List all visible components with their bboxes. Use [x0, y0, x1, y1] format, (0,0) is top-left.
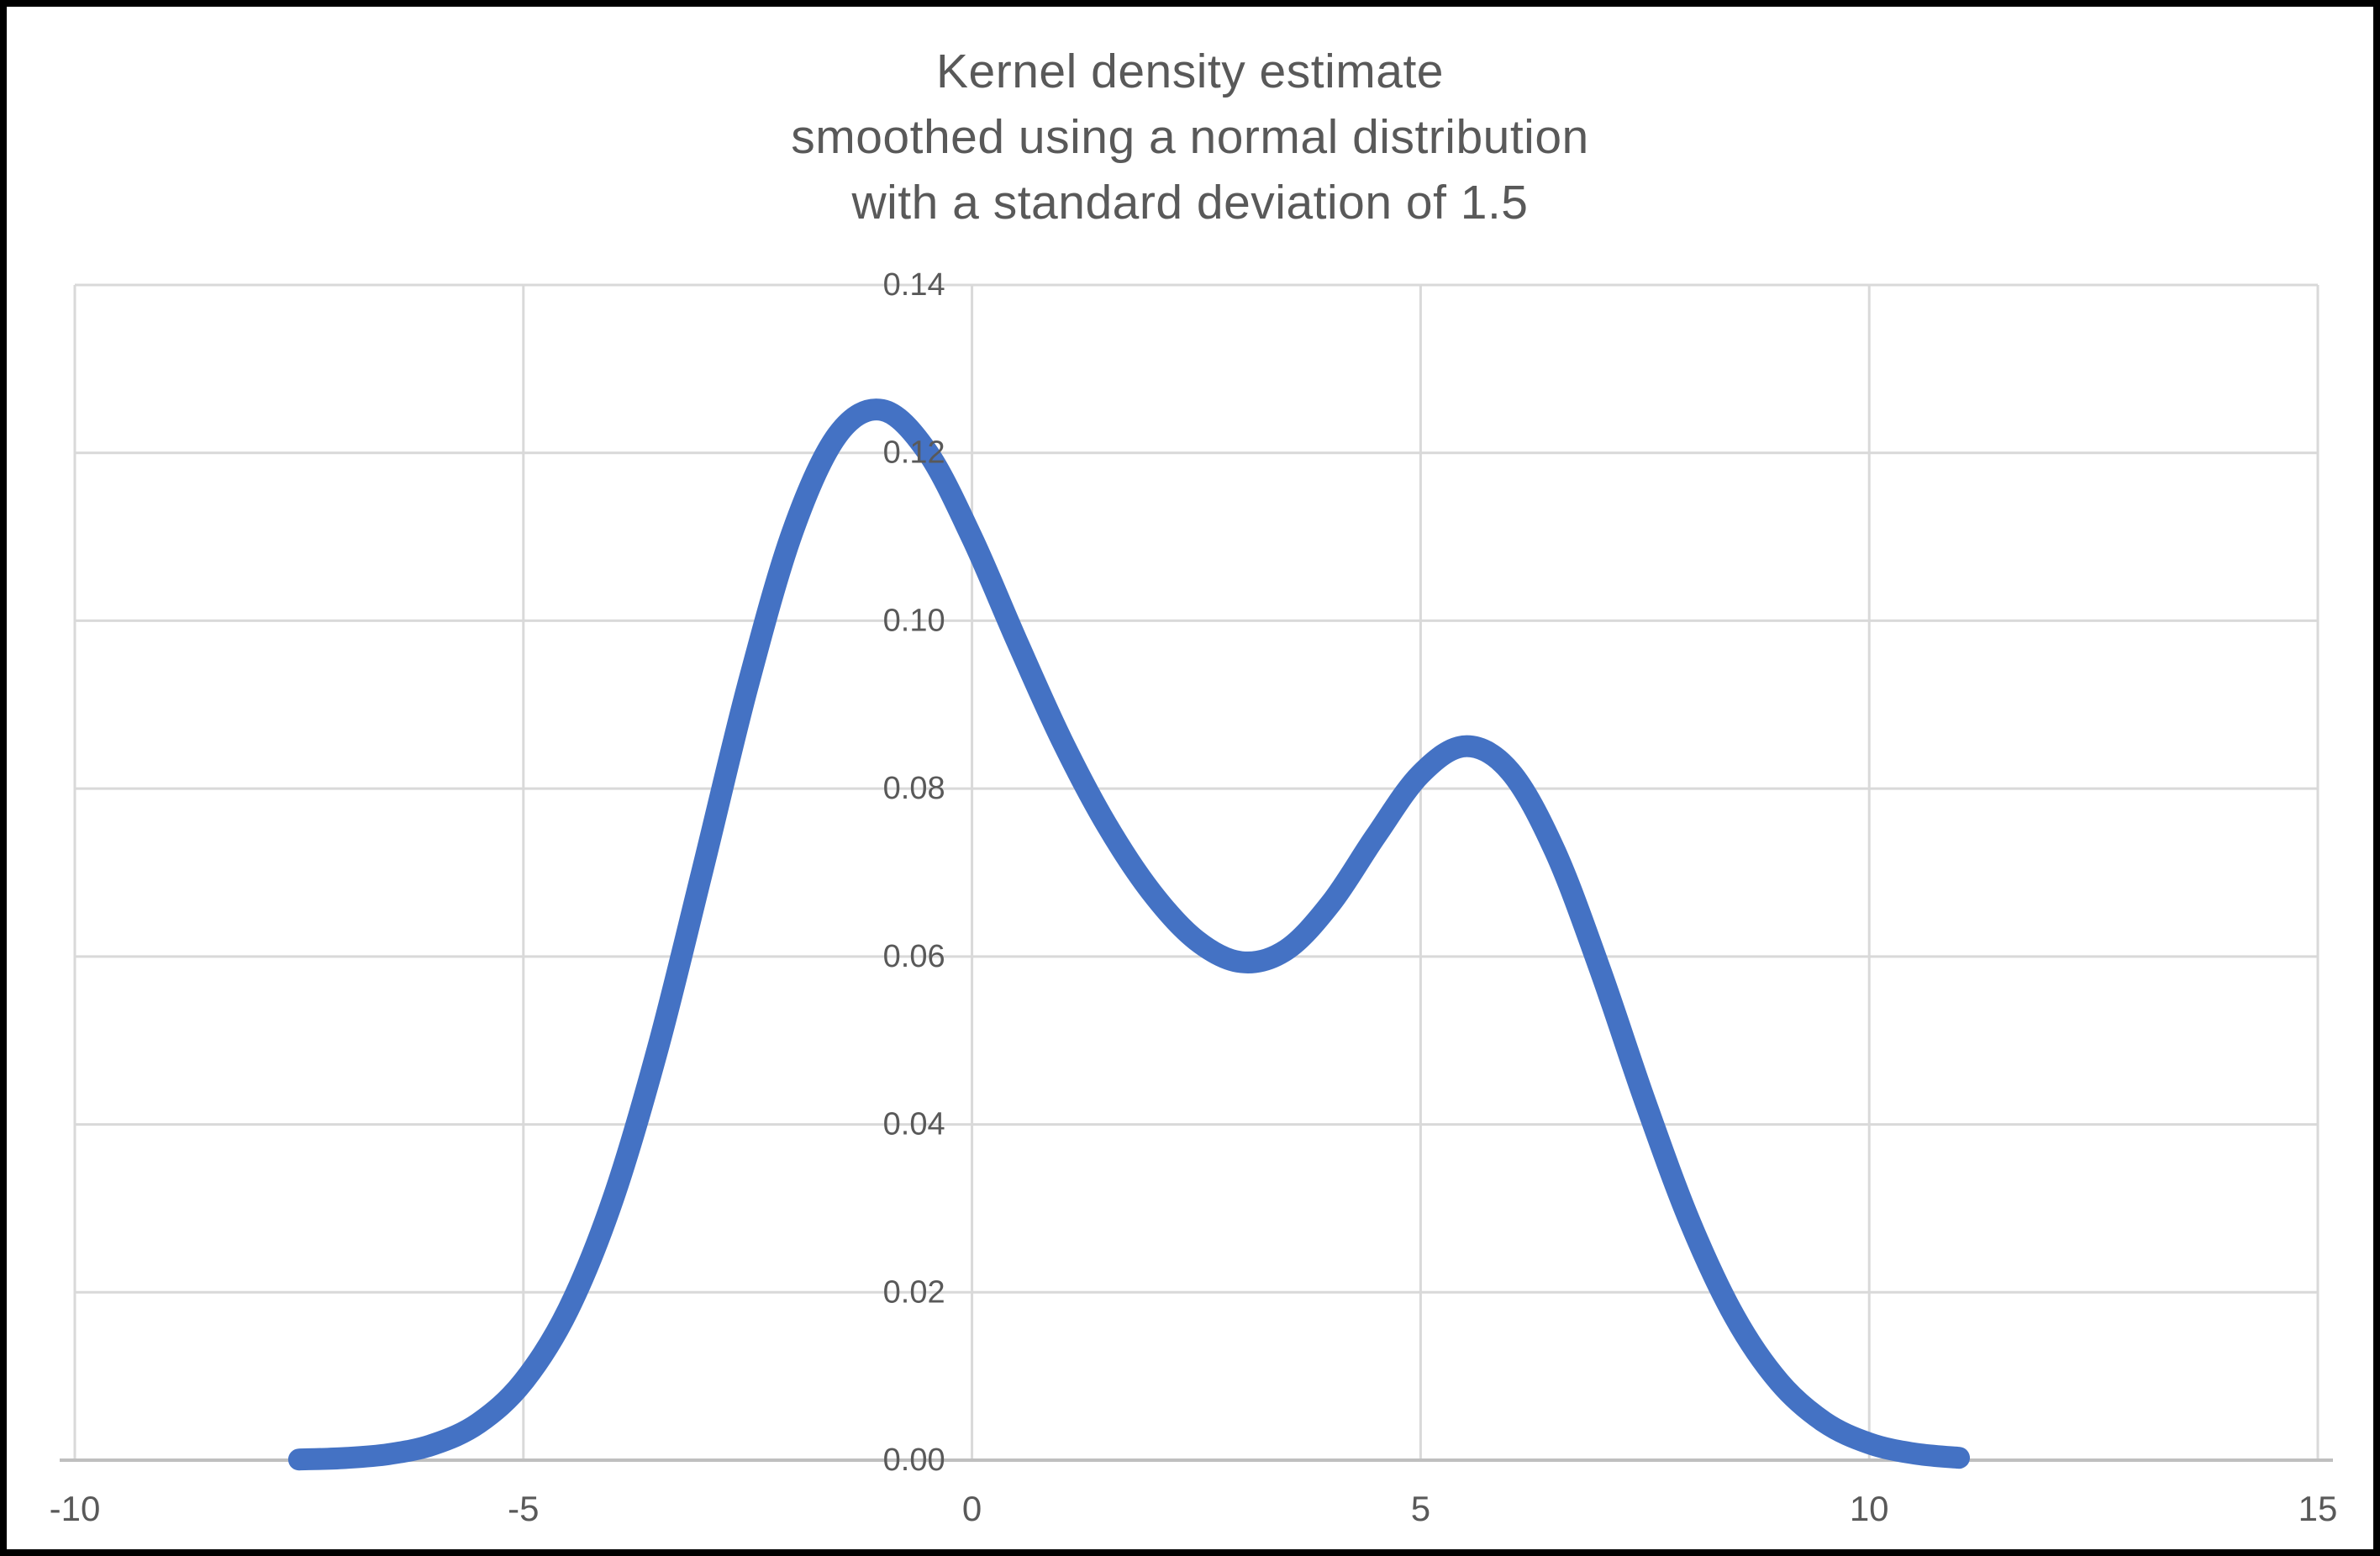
- y-tick-label: 0.10: [883, 603, 945, 638]
- y-tick-label: 0.06: [883, 939, 945, 974]
- x-tick-label: -10: [50, 1489, 101, 1528]
- x-tick-label: -5: [508, 1489, 539, 1528]
- x-tick-label: 0: [962, 1489, 982, 1528]
- y-tick-label: 0.02: [883, 1274, 945, 1310]
- y-tick-label: 0.14: [883, 267, 945, 303]
- chart-title-line-2: smoothed using a normal distribution: [791, 110, 1589, 164]
- kde-curve: [287, 398, 1970, 1471]
- y-tick-label: 0.12: [883, 435, 945, 471]
- x-tick-label: 10: [1850, 1489, 1889, 1528]
- y-tick-label: 0.08: [883, 771, 945, 806]
- chart-title: Kernel density estimate smoothed using a…: [7, 39, 2373, 235]
- x-tick-label: 5: [1411, 1489, 1430, 1528]
- y-tick-label: 0.00: [883, 1443, 945, 1478]
- kde-plot-area: 0.00 0.02 0.04 0.06 0.08 0.10 0.12 0.14 -10 -5 0 5 1…: [50, 267, 2338, 1528]
- chart-title-line-3: with a standard deviation of 1.5: [851, 176, 1529, 229]
- x-tick-label: 15: [2298, 1489, 2338, 1528]
- y-tick-label: 0.04: [883, 1107, 945, 1142]
- chart-title-line-1: Kernel density estimate: [936, 45, 1444, 98]
